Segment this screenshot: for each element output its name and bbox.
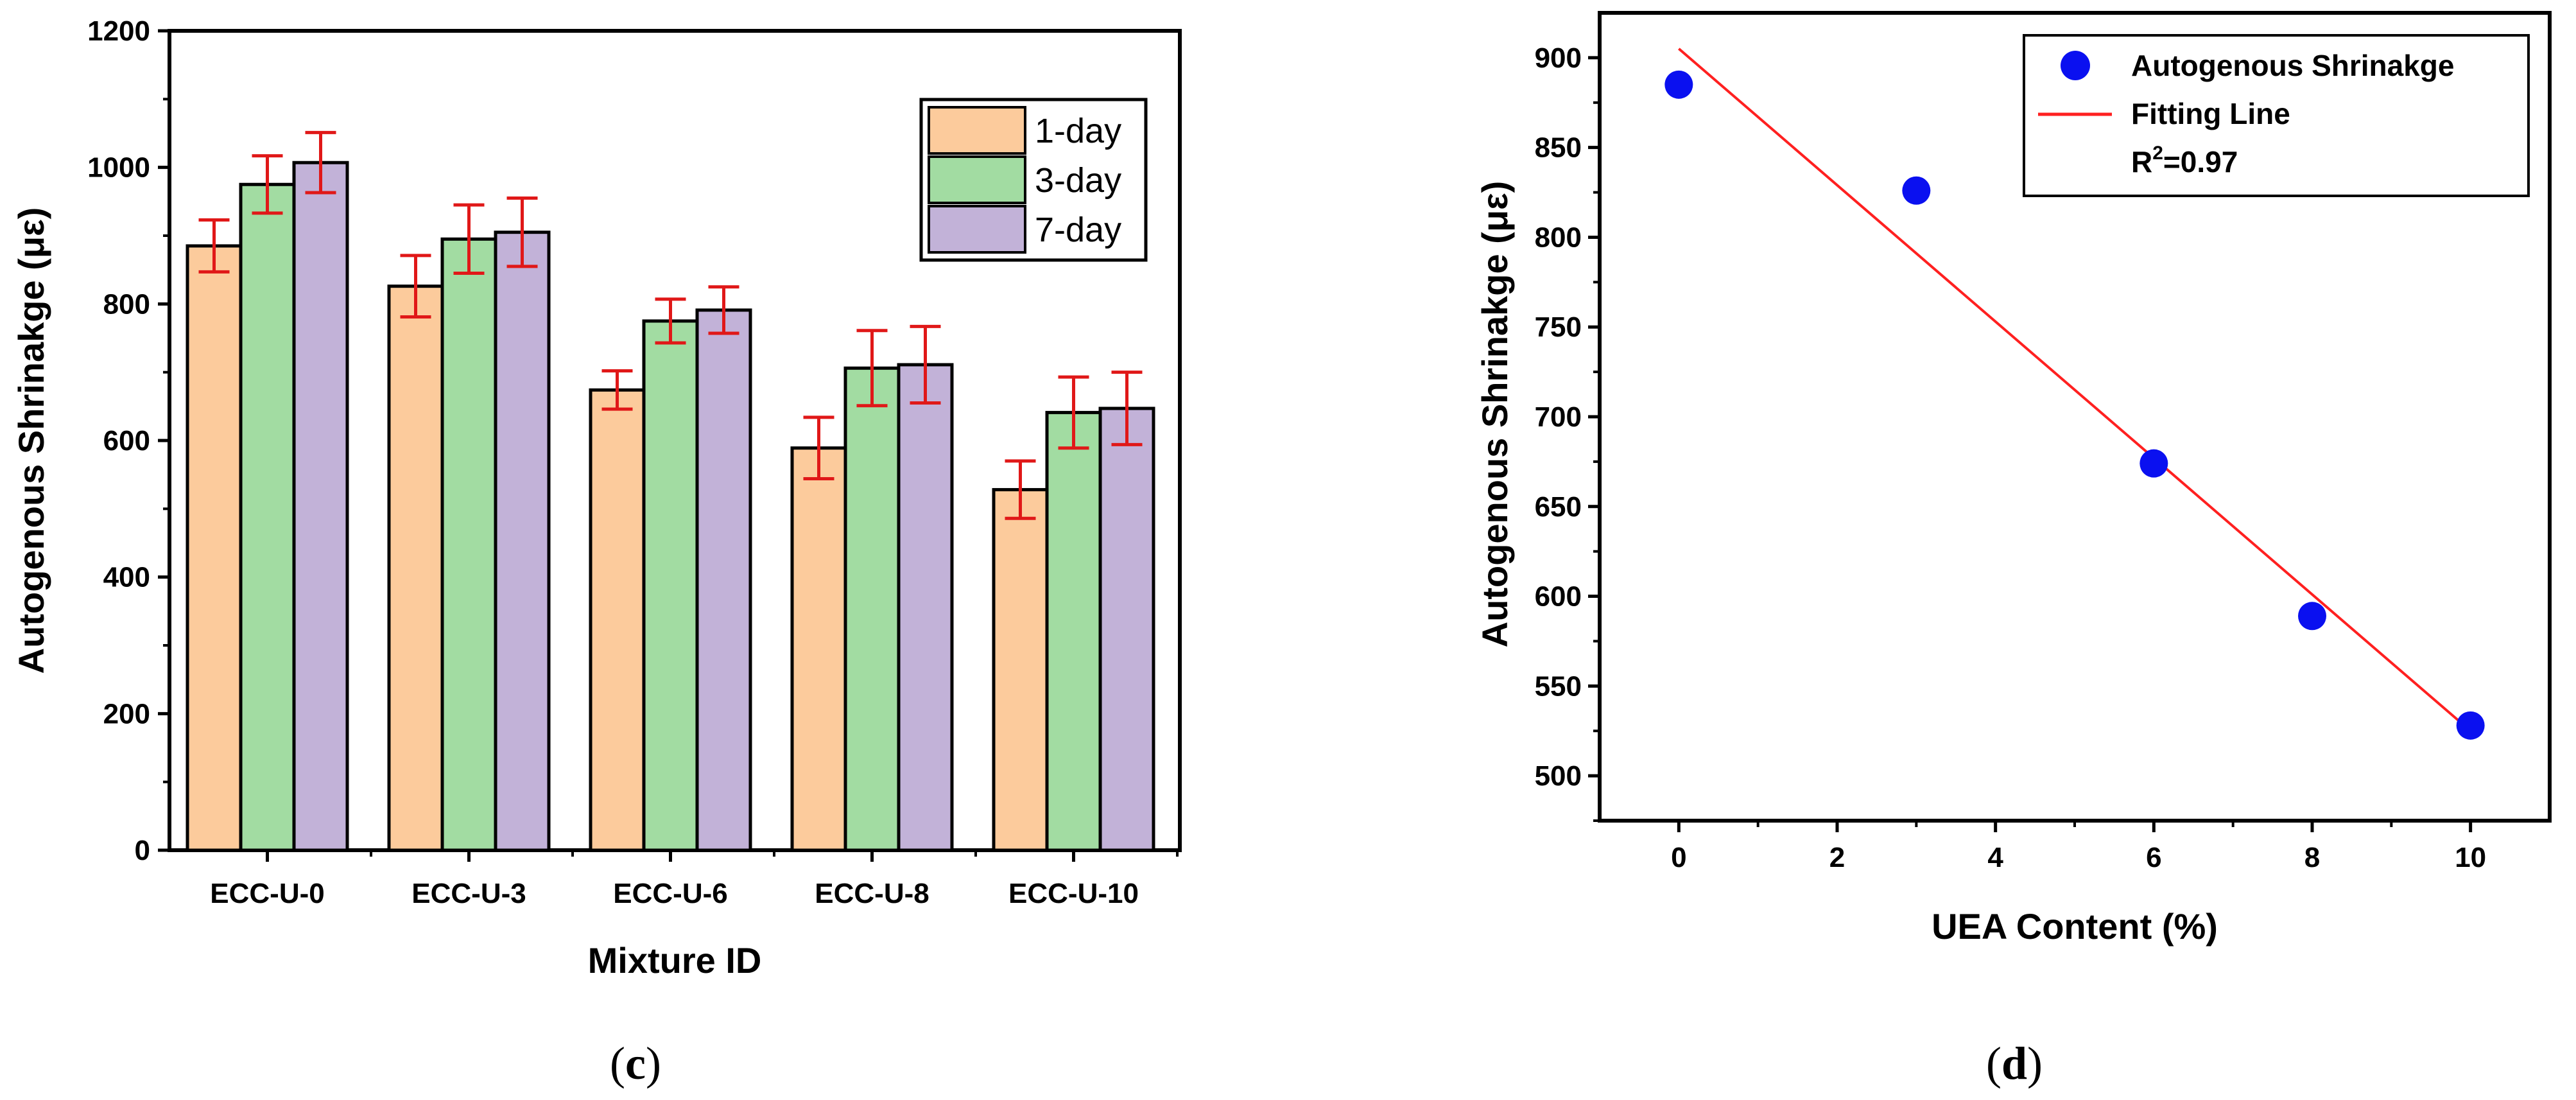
r2-sup: 2: [2152, 143, 2163, 164]
legend-swatch-7-day: [928, 205, 1026, 254]
bar-7-day-ECC-U-3: [494, 231, 551, 852]
x-tick-label-6: 6: [2146, 842, 2161, 873]
x-tick-label-8: 8: [2304, 842, 2320, 873]
y-tick-label-600: 600: [1535, 581, 1582, 613]
bar-1-day-ECC-U-0: [186, 244, 243, 852]
legend-label-1-day: 1-day: [1035, 112, 1121, 150]
y-axis-title: Autogenous Shrinakge (με): [1474, 181, 1515, 648]
x-tick-label-ECC-U-6: ECC-U-6: [613, 878, 727, 909]
x-tick-label-ECC-U-8: ECC-U-8: [815, 878, 929, 909]
x-tick-label-0: 0: [1671, 842, 1686, 873]
bar-7-day-ECC-U-0: [292, 161, 349, 852]
x-axis-title: Mixture ID: [588, 940, 762, 981]
data-point-10: [2456, 711, 2485, 740]
x-tick-label-10: 10: [2455, 842, 2486, 873]
panel-label-c: (c): [610, 1038, 661, 1089]
y-tick-label-0: 0: [135, 835, 150, 866]
x-tick-label-ECC-U-0: ECC-U-0: [210, 878, 324, 909]
x-tick-label-ECC-U-3: ECC-U-3: [411, 878, 526, 909]
bar-1-day-ECC-U-10: [992, 488, 1049, 852]
y-tick-label-700: 700: [1535, 401, 1582, 433]
x-tick-label-ECC-U-10: ECC-U-10: [1008, 878, 1139, 909]
bar-1-day-ECC-U-3: [387, 284, 444, 852]
scatter-chart-panel: 500 550 600 650 700 750 800 850 900 0 2 4 6 8 10 UEA …: [1474, 11, 2552, 1089]
x-tick-label-4: 4: [1987, 842, 2003, 873]
r2-value: =0.97: [2163, 145, 2238, 179]
legend-marker-points: [2061, 51, 2090, 80]
bar-3-day-ECC-U-6: [642, 319, 699, 852]
data-point-3: [1902, 176, 1931, 205]
y-tick-label-850: 850: [1535, 132, 1582, 164]
bar-7-day-ECC-U-6: [695, 308, 752, 852]
bar-3-day-ECC-U-0: [239, 182, 296, 852]
y-tick-label-650: 650: [1535, 491, 1582, 523]
data-point-8: [2298, 602, 2326, 631]
legend-label-3-day: 3-day: [1035, 161, 1121, 200]
data-point-0: [1664, 70, 1693, 99]
bar-1-day-ECC-U-8: [790, 446, 847, 852]
legend: 1-day 3-day 7-day: [919, 98, 1148, 262]
y-axis-title: Autogenous Shrinakge (με): [11, 207, 51, 674]
fit-line: [1678, 48, 2471, 732]
bar-3-day-ECC-U-10: [1045, 410, 1102, 852]
y-tick-label-600: 600: [103, 425, 150, 457]
bar-7-day-ECC-U-8: [897, 363, 954, 852]
y-tick-label-900: 900: [1535, 42, 1582, 74]
legend-swatch-3-day: [928, 155, 1026, 204]
y-tick-label-800: 800: [1535, 222, 1582, 253]
legend-swatch-1-day: [928, 106, 1026, 155]
y-tick-label-750: 750: [1535, 311, 1582, 343]
y-tick-label-1200: 1200: [87, 15, 150, 47]
y-tick-label-800: 800: [103, 288, 150, 320]
r2-base: R: [2131, 145, 2152, 179]
legend: Autogenous Shrinakge Fitting Line R2=0.9…: [2023, 34, 2530, 197]
bar-3-day-ECC-U-3: [440, 237, 497, 852]
x-tick-label-2: 2: [1829, 842, 1845, 873]
legend-label-7-day: 7-day: [1035, 211, 1121, 249]
y-tick-label-550: 550: [1535, 670, 1582, 702]
data-point-6: [2139, 449, 2168, 478]
panel-label-d: (d): [1986, 1038, 2043, 1089]
x-axis-title: UEA Content (%): [1932, 906, 2218, 947]
legend-r2: R2=0.97: [2131, 143, 2238, 179]
bar-1-day-ECC-U-6: [589, 388, 646, 852]
legend-label-fit: Fitting Line: [2131, 97, 2290, 130]
y-tick-label-200: 200: [103, 698, 150, 729]
bar-chart-panel: 0 200 400 600 800 1000 1200 ECC-U-0 ECC-U-3 ECC-…: [11, 15, 1182, 1089]
y-tick-label-1000: 1000: [87, 152, 150, 184]
y-tick-label-400: 400: [103, 562, 150, 593]
y-tick-label-500: 500: [1535, 760, 1582, 792]
bar-3-day-ECC-U-8: [843, 366, 901, 852]
legend-label-points: Autogenous Shrinakge: [2131, 49, 2454, 82]
bar-7-day-ECC-U-10: [1098, 406, 1155, 852]
